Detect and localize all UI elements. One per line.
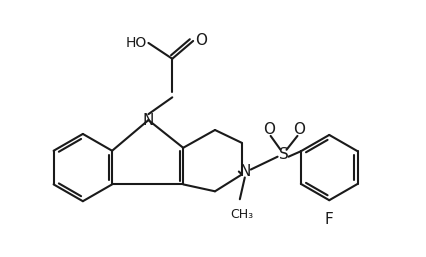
Text: S: S <box>278 147 288 162</box>
Text: N: N <box>239 164 250 179</box>
Text: O: O <box>293 123 305 137</box>
Text: O: O <box>195 33 207 49</box>
Text: CH₃: CH₃ <box>230 208 253 221</box>
Text: N: N <box>142 113 154 127</box>
Text: O: O <box>262 123 274 137</box>
Text: F: F <box>324 212 333 227</box>
Text: HO: HO <box>125 36 146 50</box>
